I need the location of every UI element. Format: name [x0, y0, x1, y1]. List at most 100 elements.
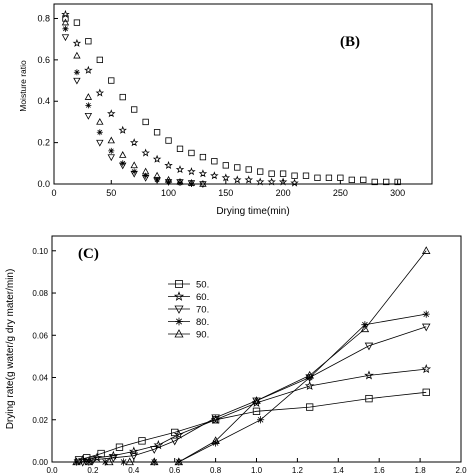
data-point-50 [199, 153, 207, 161]
data-point-50 [115, 443, 124, 451]
data-point-50 [337, 174, 344, 181]
data-point-60 [164, 160, 173, 169]
data-point-80 [212, 439, 220, 447]
x-tick-label: 1.6 [374, 466, 386, 474]
x-tick-label: 1.8 [415, 466, 427, 474]
data-point-80 [154, 176, 161, 183]
data-point-50 [176, 145, 184, 152]
data-point-60 [221, 173, 231, 182]
data-point-60 [129, 138, 139, 147]
y-tick-label: 0.6 [37, 55, 50, 65]
data-point-50 [188, 149, 195, 157]
x-tick-label: 0 [51, 188, 56, 198]
data-point-60 [278, 177, 288, 186]
x-tick-label: 1.2 [292, 466, 304, 474]
data-point-60 [95, 88, 105, 97]
x-tick-label: 50 [106, 188, 116, 198]
data-point-50 [234, 164, 241, 171]
data-point-90 [84, 93, 93, 100]
y-tick-label: 0.4 [37, 96, 50, 106]
panel-label: (C) [78, 246, 99, 262]
data-point-50 [268, 170, 275, 177]
data-point-50 [371, 178, 378, 186]
legend-symbol [175, 280, 183, 288]
data-point-60 [187, 167, 196, 176]
data-point-50 [131, 106, 138, 113]
data-point-50 [348, 176, 355, 184]
data-point-80 [62, 25, 69, 32]
data-point-90 [72, 457, 81, 466]
data-point-50 [138, 437, 146, 445]
data-point-90 [96, 117, 104, 125]
data-point-80 [108, 147, 115, 154]
data-point-80 [85, 102, 92, 109]
data-point-80 [257, 416, 265, 424]
data-point-60 [153, 440, 164, 450]
data-point-50 [422, 388, 430, 396]
data-point-90 [130, 161, 138, 169]
data-point-50 [314, 174, 321, 181]
legend-symbol [175, 317, 183, 326]
y-tick-label: 0.2 [37, 138, 50, 148]
drying-rate-chart: 0.0 0.2 0.4 0.6 0.8 1.0 1.2 1.4 1.6 1.8 2.0 0.00 0.0… [5, 235, 467, 474]
legend-label: 70. [196, 305, 209, 316]
data-point-90 [149, 457, 159, 466]
series-line-80 [76, 313, 427, 463]
data-point-70 [421, 323, 431, 332]
data-point-80 [306, 373, 314, 382]
data-point-70 [170, 437, 179, 446]
data-point-50 [153, 129, 161, 136]
data-point-90 [119, 151, 127, 158]
data-point-90 [211, 436, 220, 445]
series-line-70 [82, 326, 427, 463]
data-point-70 [96, 139, 104, 147]
data-point-60 [61, 9, 70, 18]
data-point-90 [153, 171, 161, 179]
data-point-90 [360, 324, 370, 333]
data-point-80 [73, 69, 80, 76]
x-tick-label: 1.4 [333, 466, 345, 474]
data-point-60 [364, 370, 374, 380]
data-point-80 [96, 129, 103, 136]
data-point-50 [383, 178, 390, 186]
data-point-70 [211, 414, 220, 423]
data-point-70 [129, 452, 139, 461]
data-point-50 [96, 56, 103, 64]
data-point-90 [105, 457, 114, 466]
data-point-90 [84, 457, 94, 466]
data-point-60 [210, 171, 219, 180]
data-point-50 [306, 403, 314, 411]
x-tick-label: 250 [333, 188, 348, 198]
y-tick-label: 0.0 [37, 179, 50, 189]
data-point-70 [252, 397, 261, 406]
data-point-50 [211, 158, 218, 165]
x-tick-label: 1.0 [251, 466, 263, 474]
data-point-60 [233, 175, 242, 184]
data-point-60 [141, 148, 150, 157]
data-point-90 [199, 180, 207, 187]
y-tick-label: 0.02 [32, 416, 48, 425]
data-point-90 [174, 457, 184, 466]
data-point-60 [84, 65, 93, 74]
data-point-90 [125, 457, 134, 466]
data-point-90 [421, 246, 431, 254]
y-axis-title: Drying rate(g water/g dry mater/min) [5, 269, 16, 430]
data-point-70 [84, 112, 93, 120]
x-tick-label: 150 [218, 188, 233, 198]
data-point-50 [108, 77, 115, 84]
data-point-60 [290, 178, 299, 187]
y-tick-label: 0.06 [32, 331, 48, 340]
x-tick-label: 0.4 [128, 466, 140, 474]
data-point-50 [291, 172, 298, 179]
data-point-80 [422, 310, 430, 318]
series-line-60 [82, 368, 427, 461]
plot-frame [51, 235, 462, 463]
data-point-90 [107, 136, 115, 144]
data-point-50 [73, 19, 81, 26]
y-axis-title: Moisture ratio [18, 60, 28, 112]
legend-label: 50. [196, 280, 209, 291]
y-tick-label: 0.8 [37, 13, 50, 23]
y-tick-label: 0.10 [32, 247, 48, 256]
y-tick-label: 0.04 [32, 374, 48, 383]
